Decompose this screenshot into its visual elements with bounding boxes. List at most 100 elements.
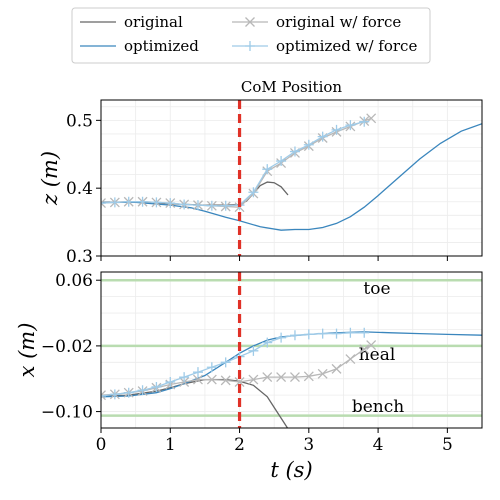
data-point xyxy=(206,374,217,385)
panel-title: CoM Position xyxy=(241,78,343,96)
data-point xyxy=(220,200,231,211)
grid xyxy=(100,272,483,429)
data-point xyxy=(345,120,356,131)
series-group xyxy=(101,327,482,428)
y-axis-label: z (m) xyxy=(38,151,62,206)
legend-label: optimized xyxy=(124,37,199,55)
data-point xyxy=(179,372,190,383)
series-line xyxy=(101,378,289,428)
data-point xyxy=(234,377,245,387)
data-point xyxy=(303,371,314,382)
panel-com-x: toe heal bench 0 1 2 3 4 5 0.06 −0.02 −0.10 x (m) t (… xyxy=(15,271,483,482)
x-tick-label: 5 xyxy=(442,435,453,455)
data-point xyxy=(165,377,176,388)
data-point xyxy=(137,385,148,396)
y-axis: 0.3 0.4 0.5 xyxy=(66,111,101,267)
data-point xyxy=(262,337,273,348)
x-axis-label: t (s) xyxy=(270,458,312,482)
reference-label-toe: toe xyxy=(363,279,390,299)
data-point xyxy=(206,362,217,373)
data-point xyxy=(248,374,259,385)
data-point xyxy=(331,328,342,339)
data-point xyxy=(123,196,134,207)
data-point xyxy=(220,375,231,386)
legend-label: original xyxy=(124,13,183,31)
y-tick-label: 0.4 xyxy=(66,179,93,199)
legend-label: original w/ force xyxy=(276,13,401,31)
data-point xyxy=(193,374,203,385)
data-point xyxy=(331,124,342,135)
data-point xyxy=(151,197,162,208)
legend-entry: optimized w/ force xyxy=(232,37,417,55)
legend-marker xyxy=(245,17,255,27)
data-point xyxy=(101,390,106,401)
data-point xyxy=(109,197,120,208)
data-point xyxy=(289,330,300,341)
legend-entry: optimized xyxy=(80,37,199,55)
data-point xyxy=(290,372,300,383)
legend-marker xyxy=(245,41,255,51)
y-tick-label: −0.10 xyxy=(41,403,93,423)
data-point xyxy=(317,131,328,142)
y-tick-label: 0.3 xyxy=(66,247,93,267)
series-original-w-force xyxy=(101,113,377,213)
data-point xyxy=(366,340,377,351)
legend-label: optimized w/ force xyxy=(276,37,417,55)
y-axis: 0.06 −0.02 −0.10 xyxy=(41,271,101,423)
series-line xyxy=(101,123,482,231)
data-point xyxy=(101,390,106,401)
data-point xyxy=(248,187,259,198)
data-point xyxy=(303,139,314,150)
data-point xyxy=(317,328,328,339)
data-point xyxy=(276,156,287,167)
series-optimized xyxy=(101,123,482,231)
data-point xyxy=(123,387,134,398)
x-tick-label: 3 xyxy=(303,435,314,455)
panel-com-z: CoM Position 0.3 0.4 0.5z (m) xyxy=(38,78,483,267)
data-point xyxy=(220,357,231,368)
legend-entries: original optimized original w/ force optimi… xyxy=(80,13,417,55)
series-optimized xyxy=(101,331,482,398)
reference-label-heal: heal xyxy=(359,345,396,365)
data-point xyxy=(109,389,120,400)
data-point xyxy=(192,367,203,378)
y-axis-label: x (m) xyxy=(15,323,39,378)
data-point xyxy=(165,198,176,209)
data-point xyxy=(262,164,273,175)
series-line xyxy=(101,332,365,397)
data-point xyxy=(101,198,106,209)
data-point xyxy=(276,332,287,343)
x-tick-label: 4 xyxy=(373,435,384,455)
axes-frame xyxy=(100,271,483,429)
legend-entry: original xyxy=(80,13,183,31)
data-point xyxy=(345,327,356,338)
y-tick-label: 0.06 xyxy=(55,271,93,291)
series-group xyxy=(101,113,482,231)
data-point xyxy=(101,198,106,209)
data-point xyxy=(289,146,300,157)
data-point xyxy=(206,200,217,211)
data-point xyxy=(248,345,259,356)
x-tick-label: 1 xyxy=(165,435,176,455)
data-point xyxy=(303,329,314,340)
grid xyxy=(100,100,483,257)
data-point xyxy=(262,372,273,383)
legend: original optimized original w/ force optimi… xyxy=(71,7,431,64)
data-point xyxy=(137,196,148,207)
data-point xyxy=(276,372,287,383)
data-point xyxy=(151,381,162,392)
x-axis xyxy=(100,256,448,261)
series-line xyxy=(101,117,372,208)
series-optimized-w-force xyxy=(101,116,370,211)
x-axis: 0 1 2 3 4 5 xyxy=(96,428,453,455)
x-tick-label: 0 xyxy=(96,435,107,455)
series-line xyxy=(101,344,372,396)
legend-frame xyxy=(71,7,431,64)
x-tick-label: 2 xyxy=(234,435,245,455)
axes-frame xyxy=(100,99,483,257)
series-optimized-w-force xyxy=(101,327,370,401)
data-point xyxy=(192,200,203,211)
series-line xyxy=(101,121,365,207)
data-point xyxy=(317,368,328,379)
